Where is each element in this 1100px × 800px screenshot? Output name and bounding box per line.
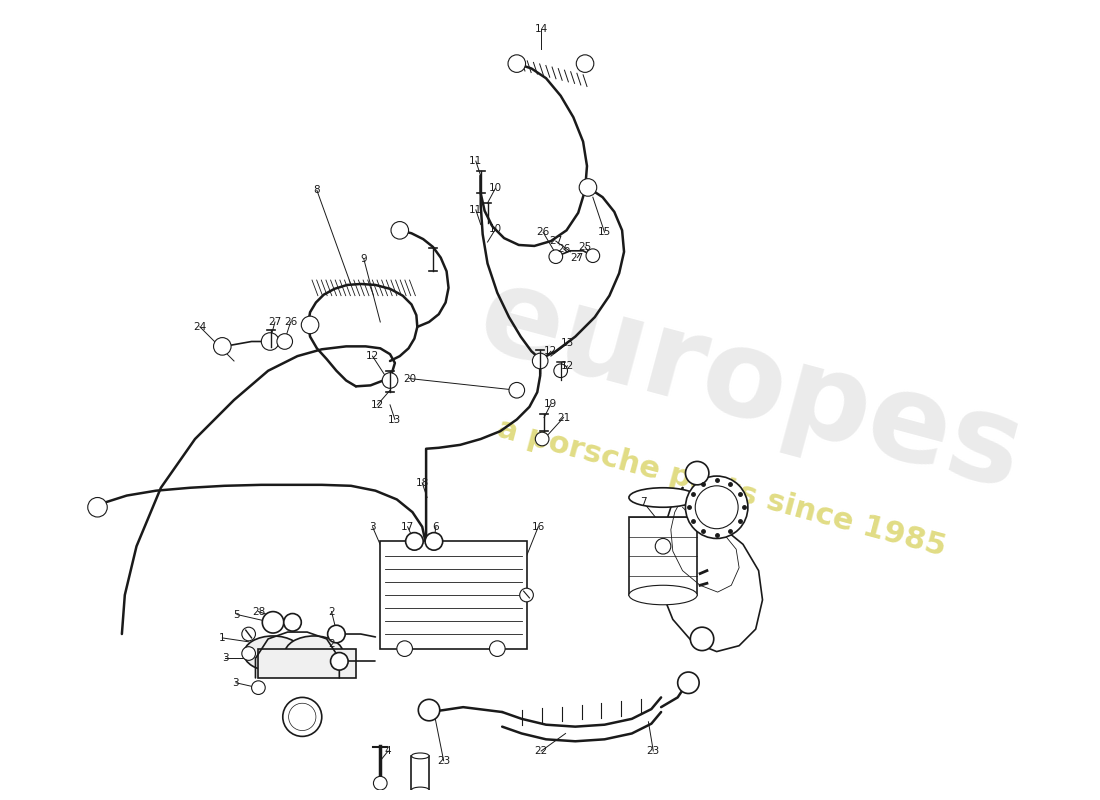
- Circle shape: [678, 672, 700, 694]
- Circle shape: [406, 533, 424, 550]
- Text: 22: 22: [535, 746, 548, 756]
- Text: 1: 1: [219, 633, 225, 643]
- Polygon shape: [658, 488, 762, 651]
- Text: 21: 21: [557, 413, 570, 422]
- Text: 24: 24: [194, 322, 207, 332]
- Text: 10: 10: [488, 224, 502, 234]
- Text: 16: 16: [531, 522, 544, 532]
- Text: 12: 12: [561, 361, 574, 371]
- Circle shape: [382, 373, 398, 388]
- Text: 27: 27: [549, 236, 562, 246]
- Bar: [381, 542, 527, 649]
- Ellipse shape: [285, 636, 343, 671]
- Text: 20: 20: [403, 374, 416, 383]
- Circle shape: [242, 627, 255, 641]
- Text: 13: 13: [388, 414, 401, 425]
- Text: 27: 27: [571, 253, 584, 262]
- Text: 4: 4: [385, 746, 392, 756]
- Text: 7: 7: [640, 498, 647, 507]
- Circle shape: [536, 432, 549, 446]
- Text: 3: 3: [222, 654, 229, 663]
- Circle shape: [580, 178, 596, 196]
- Bar: [411, 756, 429, 790]
- Circle shape: [262, 611, 284, 633]
- Ellipse shape: [629, 586, 697, 605]
- Text: 25: 25: [579, 242, 592, 252]
- Circle shape: [685, 462, 708, 485]
- Text: europes: europes: [466, 257, 1035, 514]
- Text: 13: 13: [561, 338, 574, 349]
- Text: 9: 9: [361, 254, 367, 264]
- Text: 3: 3: [370, 522, 376, 532]
- Circle shape: [284, 614, 301, 631]
- Text: 2: 2: [328, 638, 334, 649]
- Text: 15: 15: [598, 227, 612, 238]
- Circle shape: [213, 338, 231, 355]
- Text: 5: 5: [233, 610, 240, 619]
- Text: 26: 26: [557, 244, 570, 254]
- Ellipse shape: [244, 636, 303, 671]
- Circle shape: [88, 498, 108, 517]
- Ellipse shape: [411, 753, 429, 759]
- Text: 19: 19: [544, 399, 558, 409]
- Text: 11: 11: [470, 156, 483, 166]
- Circle shape: [656, 538, 671, 554]
- Text: 12: 12: [366, 351, 379, 361]
- Bar: [258, 649, 356, 678]
- Text: 23: 23: [647, 746, 660, 756]
- Text: a porsche parts since 1985: a porsche parts since 1985: [494, 414, 949, 562]
- Circle shape: [390, 222, 408, 239]
- Text: 11: 11: [470, 205, 483, 215]
- Text: 2: 2: [328, 606, 334, 617]
- Circle shape: [691, 627, 714, 650]
- Text: 8: 8: [314, 186, 320, 195]
- Text: 6: 6: [432, 522, 439, 532]
- Circle shape: [532, 353, 548, 369]
- Ellipse shape: [411, 787, 429, 793]
- Circle shape: [283, 698, 322, 736]
- Text: 3: 3: [233, 678, 240, 688]
- Circle shape: [252, 681, 265, 694]
- Circle shape: [328, 626, 345, 642]
- Circle shape: [685, 476, 748, 538]
- Circle shape: [509, 382, 525, 398]
- Circle shape: [508, 55, 526, 72]
- Circle shape: [277, 334, 293, 350]
- Circle shape: [330, 653, 348, 670]
- Text: 26: 26: [537, 227, 550, 238]
- Text: 23: 23: [437, 756, 450, 766]
- Bar: [629, 517, 697, 595]
- Circle shape: [397, 641, 412, 657]
- Circle shape: [586, 249, 600, 262]
- Text: 18: 18: [416, 478, 429, 488]
- Circle shape: [519, 588, 534, 602]
- Circle shape: [242, 646, 255, 660]
- Text: 27: 27: [268, 317, 282, 327]
- Text: 12: 12: [544, 346, 558, 356]
- Circle shape: [262, 333, 279, 350]
- Text: 26: 26: [284, 317, 297, 327]
- Text: 10: 10: [488, 183, 502, 194]
- Text: 12: 12: [371, 400, 384, 410]
- Text: 17: 17: [402, 522, 415, 532]
- Text: 14: 14: [535, 25, 548, 34]
- Circle shape: [425, 533, 442, 550]
- Circle shape: [553, 364, 568, 378]
- Circle shape: [418, 699, 440, 721]
- Circle shape: [576, 55, 594, 72]
- Circle shape: [374, 776, 387, 790]
- Text: 28: 28: [252, 606, 265, 617]
- Circle shape: [549, 250, 562, 263]
- Circle shape: [301, 316, 319, 334]
- Ellipse shape: [629, 488, 697, 507]
- Circle shape: [490, 641, 505, 657]
